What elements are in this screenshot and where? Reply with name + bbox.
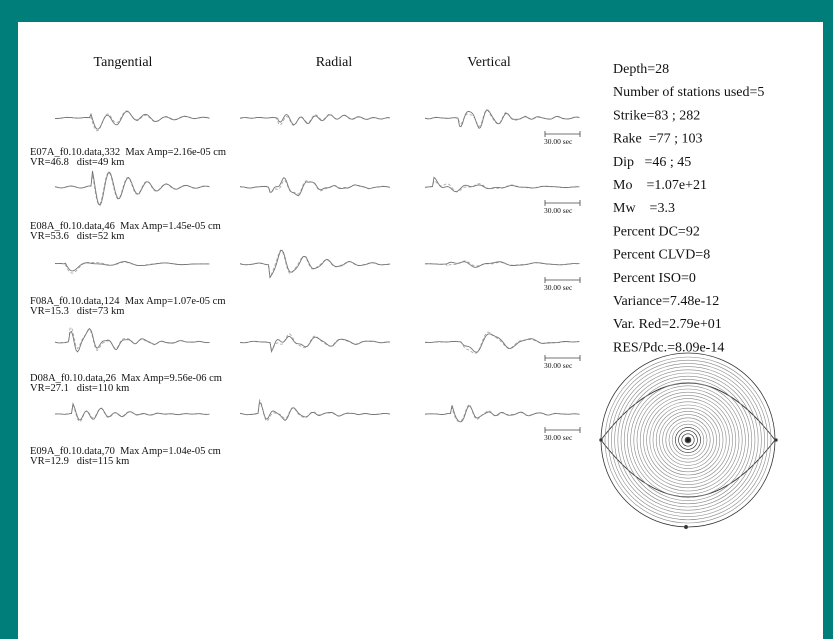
observed-trace — [425, 333, 580, 353]
contour — [659, 411, 717, 469]
station-fit: VR=46.8 dist=49 km — [30, 157, 124, 168]
contour — [617, 369, 759, 511]
observed-trace — [239, 335, 390, 354]
page — [18, 22, 823, 639]
synthetic-trace — [425, 260, 580, 267]
observed-trace — [424, 176, 580, 193]
observed-trace — [239, 249, 391, 279]
contour — [652, 404, 724, 476]
parameter: Variance=7.48e-12 — [613, 294, 719, 309]
contour — [684, 436, 692, 444]
station-label: D08A_f0.10.data,26 Max Amp=9.56e-06 cm — [30, 373, 222, 384]
contour — [675, 427, 701, 453]
parameter: Strike=83 ; 282 — [613, 108, 700, 123]
parameter: Depth=28 — [613, 62, 669, 77]
axis-dot — [599, 438, 603, 442]
station-fit: VR=15.3 dist=73 km — [30, 306, 124, 317]
station-fit: VR=12.9 dist=115 km — [30, 456, 129, 467]
parameter: Dip =46 ; 45 — [613, 155, 691, 170]
contour — [623, 375, 753, 505]
contour — [604, 356, 772, 524]
contour — [639, 391, 737, 489]
station-fit: VR=27.1 dist=110 km — [30, 383, 129, 394]
beachball — [599, 352, 778, 530]
observed-trace — [54, 327, 210, 353]
contour — [607, 359, 769, 521]
parameter: Percent CLVD=8 — [613, 248, 710, 263]
column-header: Radial — [316, 55, 353, 70]
axis-dot — [683, 524, 689, 530]
station-label: E09A_f0.10.data,70 Max Amp=1.04e-05 cm — [30, 446, 221, 457]
contour — [678, 430, 698, 450]
observed-trace — [54, 170, 210, 206]
contour — [611, 363, 765, 517]
observed-trace — [54, 261, 210, 272]
station-label: F08A_f0.10.data,124 Max Amp=1.07e-05 cm — [30, 296, 225, 307]
scale-label: 30.00 sec — [544, 206, 573, 215]
contour — [636, 388, 740, 492]
observed-trace — [239, 400, 391, 421]
observed-trace — [424, 261, 580, 268]
parameter: Mo =1.07e+21 — [613, 178, 707, 193]
observed-trace — [424, 405, 580, 423]
parameter: Percent ISO=0 — [613, 271, 696, 286]
parameter: Number of stations used=5 — [613, 85, 764, 100]
column-header: Vertical — [467, 55, 511, 70]
contour — [646, 398, 730, 482]
contour — [630, 382, 746, 498]
contour — [668, 420, 708, 460]
scale-label: 30.00 sec — [544, 283, 573, 292]
contour — [614, 366, 762, 514]
contour — [620, 372, 756, 508]
contour — [633, 385, 743, 495]
observed-trace — [55, 111, 210, 130]
scale-label: 30.00 sec — [544, 137, 573, 146]
observed-trace — [54, 402, 210, 421]
contour — [681, 433, 695, 447]
contour — [643, 395, 733, 485]
station-label: E08A_f0.10.data,46 Max Amp=1.45e-05 cm — [30, 221, 221, 232]
contour — [627, 379, 749, 501]
parameter: Var. Red=2.79e+01 — [613, 317, 722, 332]
contour — [649, 401, 727, 479]
parameter: Rake =77 ; 103 — [613, 132, 703, 147]
contour — [662, 414, 714, 466]
observed-trace — [424, 109, 580, 129]
parameter: Percent DC=92 — [613, 224, 700, 239]
column-header: Tangential — [94, 55, 153, 70]
contour — [655, 407, 721, 473]
contour — [671, 423, 705, 457]
center — [685, 437, 691, 443]
station-label: E07A_f0.10.data,332 Max Amp=2.16e-05 cm — [30, 147, 226, 158]
scale-label: 30.00 sec — [544, 361, 573, 370]
parameter: Mw =3.3 — [613, 201, 675, 216]
scale-label: 30.00 sec — [544, 433, 573, 442]
observed-trace — [239, 113, 391, 126]
parameter: RES/Pdc.=8.09e-14 — [613, 340, 724, 355]
station-fit: VR=53.6 dist=52 km — [30, 231, 124, 242]
contour — [665, 417, 711, 463]
axis-dot — [774, 438, 778, 442]
observed-trace — [239, 177, 391, 197]
